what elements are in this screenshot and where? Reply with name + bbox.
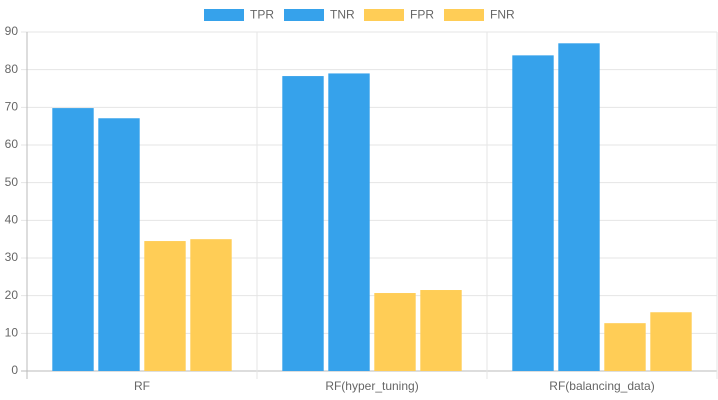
bar	[420, 290, 462, 371]
y-tick-label: 30	[5, 250, 19, 264]
legend-label: TNR	[330, 8, 355, 22]
bar	[604, 323, 646, 371]
x-tick-label: RF	[134, 379, 150, 393]
bar	[282, 76, 324, 371]
legend-swatch	[204, 9, 244, 21]
y-tick-label: 70	[5, 100, 19, 114]
y-tick-label: 20	[5, 288, 19, 302]
bar	[512, 55, 554, 371]
legend-swatch	[284, 9, 324, 21]
bar	[374, 293, 416, 371]
bar	[98, 118, 140, 371]
y-tick-label: 80	[5, 62, 19, 76]
bar	[52, 108, 94, 371]
x-tick-label: RF(hyper_tuning)	[325, 379, 418, 393]
legend-swatch	[444, 9, 484, 21]
bar	[190, 239, 232, 371]
bar	[558, 43, 600, 372]
y-tick-label: 90	[5, 24, 19, 38]
y-tick-label: 40	[5, 213, 19, 227]
bar	[328, 73, 370, 371]
legend-label: FNR	[490, 8, 515, 22]
bar	[650, 312, 692, 371]
x-tick-label: RF(balancing_data)	[549, 379, 654, 393]
y-tick-label: 50	[5, 175, 19, 189]
y-tick-label: 60	[5, 137, 19, 151]
legend-label: FPR	[410, 8, 434, 22]
y-tick-label: 10	[5, 326, 19, 340]
bar	[144, 241, 186, 371]
y-tick-label: 0	[11, 363, 18, 377]
legend-label: TPR	[250, 8, 274, 22]
legend-swatch	[364, 9, 404, 21]
